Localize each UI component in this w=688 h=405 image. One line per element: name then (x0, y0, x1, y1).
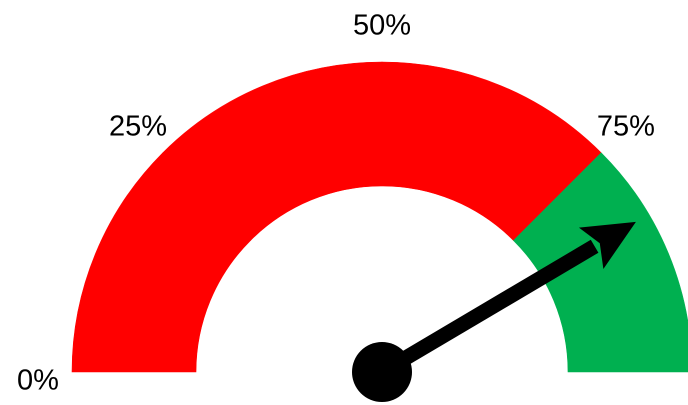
needle-arrowhead (578, 221, 636, 269)
tick-label-0: 0% (17, 365, 59, 397)
tick-label-25: 25% (109, 111, 167, 143)
gauge-tick-labels: 0% 25% 50% 75% (17, 10, 655, 397)
needle-shaft (382, 239, 599, 376)
tick-label-50: 50% (353, 10, 411, 42)
needle-hub (352, 342, 412, 402)
gauge-needle (352, 221, 636, 402)
gauge-bands (71, 61, 688, 373)
tick-label-75: 75% (597, 111, 655, 143)
